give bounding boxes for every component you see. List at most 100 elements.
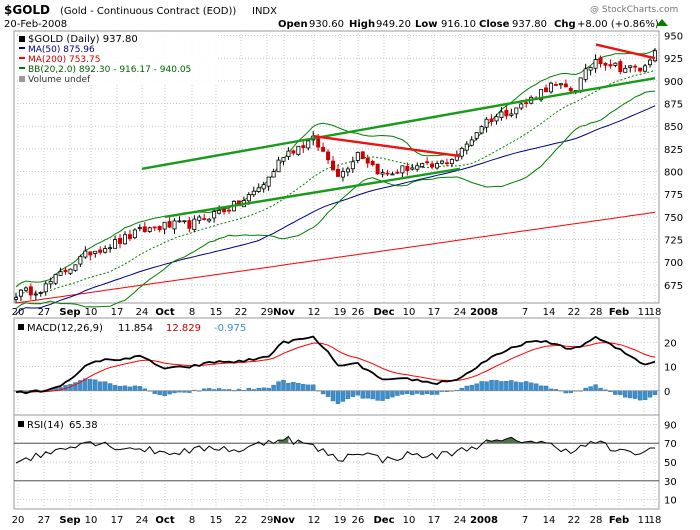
- candle-body: [68, 268, 73, 274]
- bottom-x-axis: 20 27 Sep 10 17 24 Oct 8 15 22 29 Nov 12 19 26 Dec 10 17 2…: [12, 515, 662, 526]
- bottom-x-tick-label: Oct: [155, 515, 174, 526]
- candle-body: [395, 171, 400, 174]
- candle-body: [390, 173, 395, 176]
- candle-body: [598, 57, 603, 65]
- macd-hist-bar: [499, 381, 504, 391]
- macd-hist-bar: [330, 390, 336, 402]
- macd-hist-bar: [132, 385, 138, 391]
- macd-hist-bar: [524, 381, 529, 391]
- price-x-tick-label: 26: [352, 307, 365, 318]
- candle-body: [321, 147, 326, 152]
- candle-body: [633, 65, 638, 68]
- macd-hist-bar: [494, 380, 499, 391]
- candle-body: [638, 67, 643, 72]
- macd-hist-value: -0.975: [214, 323, 246, 334]
- macd-hist-bar: [291, 382, 296, 391]
- price-x-tick-label: 18: [649, 307, 662, 318]
- candle-body: [103, 248, 108, 253]
- bottom-x-tick-label: 27: [38, 515, 51, 526]
- candle-body: [271, 171, 276, 178]
- macd-hist-bar: [464, 385, 469, 391]
- price-y-tick-label: 850: [664, 122, 683, 133]
- rsi-y-tick-label: 70: [664, 439, 677, 450]
- macd-hist-bar: [484, 381, 489, 391]
- macd-signal-value: 12.829: [166, 323, 201, 334]
- chg-value: +8.00 (+0.86%): [577, 19, 659, 30]
- candle-body: [33, 293, 38, 296]
- up-arrow-icon: [656, 19, 668, 26]
- macd-hist-bar: [88, 378, 93, 391]
- candle-body: [400, 165, 405, 174]
- macd-hist-bar: [102, 381, 108, 391]
- candle-body: [494, 116, 499, 122]
- candle-body: [256, 187, 261, 192]
- price-y-tick-label: 800: [664, 168, 683, 179]
- rsi-y-tick-label: 90: [664, 420, 677, 431]
- bb-lower-line: [15, 90, 656, 309]
- candle-body: [643, 65, 648, 72]
- candle-body: [226, 209, 231, 212]
- macd-hist-bar: [152, 390, 157, 394]
- candle-body: [365, 157, 370, 164]
- price-x-tick-label: 22: [568, 307, 581, 318]
- candle-body: [583, 68, 588, 80]
- macd-hist-bar: [271, 384, 276, 391]
- high-label: High: [349, 19, 375, 30]
- macd-hist-bar: [628, 390, 633, 399]
- bottom-x-tick-label: Dec: [373, 515, 394, 526]
- rsi-line: [15, 435, 655, 464]
- macd-hist-bar: [370, 390, 375, 400]
- candle-body: [544, 87, 549, 93]
- macd-hist-bar: [365, 390, 370, 399]
- candle-body: [499, 111, 504, 118]
- candle-body: [147, 227, 152, 232]
- macd-hist-bar: [598, 387, 603, 391]
- price-y-tick-label: 725: [664, 236, 683, 247]
- price-x-tick-label: 24: [454, 307, 467, 318]
- candle-body: [593, 59, 598, 69]
- candle-body: [558, 83, 563, 86]
- bottom-x-tick-label: 28: [590, 515, 603, 526]
- candle-body: [653, 50, 658, 62]
- macd-hist-bar: [162, 390, 167, 396]
- ma200-line: [15, 211, 656, 304]
- candle-body: [118, 237, 123, 244]
- macd-hist-bar: [647, 390, 653, 398]
- macd-hist-bar: [112, 385, 118, 391]
- bottom-x-tick-label: 22: [568, 515, 581, 526]
- bottom-x-tick-label: 12: [308, 515, 321, 526]
- price-x-tick-label: 10: [85, 307, 98, 318]
- macd-hist-bar: [296, 383, 301, 391]
- bottom-x-tick-label: 29: [261, 515, 274, 526]
- macd-hist-bar: [306, 384, 311, 391]
- rsi-y-axis: 10 30 50 70 90: [664, 420, 677, 506]
- candle-body: [73, 264, 78, 271]
- macd-hist-bar: [504, 381, 509, 391]
- candle-body: [385, 172, 390, 175]
- candle-body: [108, 247, 113, 250]
- price-x-tick-label: 28: [590, 307, 603, 318]
- macd-hist-bar: [509, 380, 514, 391]
- candle-body: [415, 165, 420, 170]
- macd-label: MACD(12,26,9): [27, 323, 103, 334]
- candle-body: [618, 61, 623, 73]
- macd-hist-bar: [543, 385, 549, 391]
- bottom-x-tick-label: 10: [403, 515, 416, 526]
- macd-hist-bar: [400, 390, 405, 395]
- candle-body: [459, 147, 464, 157]
- candle-body: [192, 218, 197, 230]
- price-y-tick-label: 950: [664, 32, 683, 43]
- candle-body: [43, 283, 48, 293]
- candle-body: [182, 220, 187, 223]
- bb-middle-line: [15, 69, 656, 299]
- candle-body: [469, 139, 474, 146]
- bottom-x-tick-label: 10: [85, 515, 98, 526]
- candle-body: [479, 126, 484, 134]
- candle-body: [360, 151, 365, 159]
- macd-hist-bar: [395, 390, 400, 396]
- candle-body: [152, 226, 157, 229]
- price-x-tick-label: 27: [38, 307, 51, 318]
- candle-body: [281, 157, 286, 162]
- price-x-tick-label: 24: [136, 307, 149, 318]
- price-plot: [13, 43, 658, 315]
